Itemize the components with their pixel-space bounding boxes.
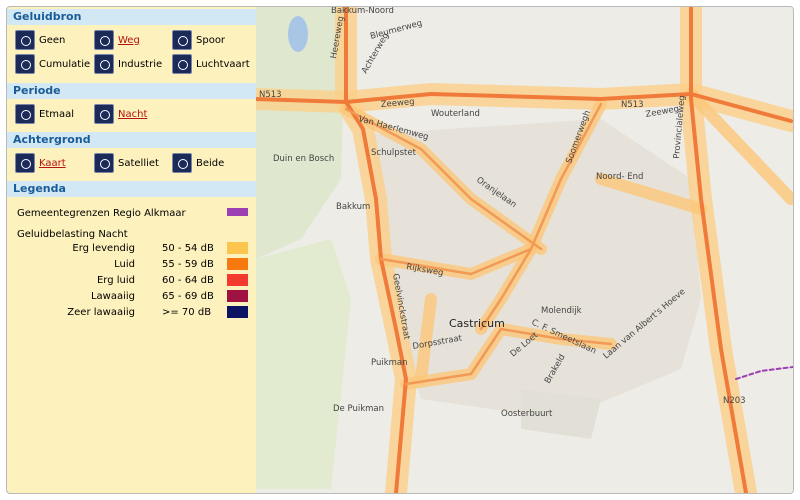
option-icon[interactable] bbox=[172, 54, 192, 74]
legend-swatch bbox=[227, 258, 248, 270]
option-icon[interactable] bbox=[94, 104, 114, 124]
option-icon[interactable] bbox=[15, 104, 35, 124]
option-icon[interactable] bbox=[15, 54, 35, 74]
map-label: Bakkum bbox=[336, 202, 370, 212]
legend-label: Luid bbox=[114, 259, 135, 270]
option-icon[interactable] bbox=[15, 30, 35, 50]
map-label: Noord- End bbox=[596, 172, 643, 182]
section-header: Geluidbron bbox=[7, 9, 256, 25]
option-icon[interactable] bbox=[94, 153, 114, 173]
option-label[interactable]: Luchtvaart bbox=[196, 58, 250, 70]
option[interactable]: Nacht bbox=[94, 103, 147, 125]
option[interactable]: Industrie bbox=[94, 53, 162, 75]
option-icon[interactable] bbox=[15, 153, 35, 173]
map-label: Wouterland bbox=[431, 109, 480, 119]
map-label: Duin en Bosch bbox=[273, 154, 334, 164]
legend-label: Erg luid bbox=[96, 275, 135, 286]
map-label: Zeeweg bbox=[380, 97, 415, 110]
app-frame: Geluidbron Geen Weg Spoor Cumulatie Industrie… bbox=[6, 6, 794, 494]
option[interactable]: Weg bbox=[94, 29, 140, 51]
section-header: Periode bbox=[7, 83, 256, 99]
option-icon[interactable] bbox=[172, 30, 192, 50]
map-label: Molendijk bbox=[541, 306, 582, 316]
map-label: De Puikman bbox=[333, 404, 384, 414]
option-label[interactable]: Geen bbox=[39, 34, 66, 46]
legend-swatch bbox=[227, 306, 248, 318]
option-icon[interactable] bbox=[172, 153, 192, 173]
option[interactable]: Beide bbox=[172, 152, 224, 174]
legend-label: Erg levendig bbox=[72, 243, 135, 254]
legend-range: 60 - 64 dB bbox=[162, 275, 214, 286]
legend-range: 65 - 69 dB bbox=[162, 291, 214, 302]
option-label[interactable]: Industrie bbox=[118, 58, 163, 70]
option[interactable]: Cumulatie bbox=[15, 53, 90, 75]
option-label[interactable]: Spoor bbox=[196, 34, 226, 46]
option[interactable]: Spoor bbox=[172, 29, 225, 51]
option[interactable]: Etmaal bbox=[15, 103, 74, 125]
option-label[interactable]: Beide bbox=[196, 157, 225, 169]
map-label: Puikman bbox=[371, 358, 408, 368]
map-label: Oosterbuurt bbox=[501, 409, 553, 419]
legend-swatch bbox=[227, 242, 248, 254]
option[interactable]: Geen bbox=[15, 29, 65, 51]
map-label: N513 bbox=[621, 100, 644, 110]
legend-swatch bbox=[227, 208, 248, 216]
legend-boundary-label: Gemeentegrenzen Regio Alkmaar bbox=[17, 208, 186, 219]
legend-swatch bbox=[227, 290, 248, 302]
legend-range: 55 - 59 dB bbox=[162, 259, 214, 270]
legend-subtitle: Geluidbelasting Nacht bbox=[17, 229, 128, 240]
map[interactable]: Bakkum-Noord Heereweg Bleumerweg Achterw… bbox=[256, 7, 793, 493]
option[interactable]: Kaart bbox=[15, 152, 66, 174]
legend-range: >= 70 dB bbox=[162, 307, 212, 318]
option-link-selected[interactable]: Weg bbox=[118, 34, 140, 46]
legend-label: Zeer lawaaiig bbox=[67, 307, 135, 318]
option[interactable]: Satelliet bbox=[94, 152, 159, 174]
option-link-selected[interactable]: Kaart bbox=[39, 157, 66, 169]
option-label[interactable]: Etmaal bbox=[39, 108, 75, 120]
legend-label: Lawaaiig bbox=[90, 291, 135, 302]
legend-swatch bbox=[227, 274, 248, 286]
option[interactable]: Luchtvaart bbox=[172, 53, 250, 75]
map-label: N203 bbox=[723, 396, 746, 406]
section-header: Achtergrond bbox=[7, 132, 256, 148]
option-icon[interactable] bbox=[94, 30, 114, 50]
section-header: Legenda bbox=[7, 181, 256, 197]
map-label: Castricum bbox=[449, 317, 505, 330]
map-label: Bakkum-Noord bbox=[331, 7, 394, 16]
side-panel: Geluidbron Geen Weg Spoor Cumulatie Industrie… bbox=[7, 7, 256, 493]
option-label[interactable]: Satelliet bbox=[118, 157, 159, 169]
option-link-selected[interactable]: Nacht bbox=[118, 108, 148, 120]
map-label: Schulpstet bbox=[371, 148, 417, 158]
option-label[interactable]: Cumulatie bbox=[39, 58, 91, 70]
option-icon[interactable] bbox=[94, 54, 114, 74]
legend-range: 50 - 54 dB bbox=[162, 243, 214, 254]
map-label: N513 bbox=[259, 90, 282, 100]
